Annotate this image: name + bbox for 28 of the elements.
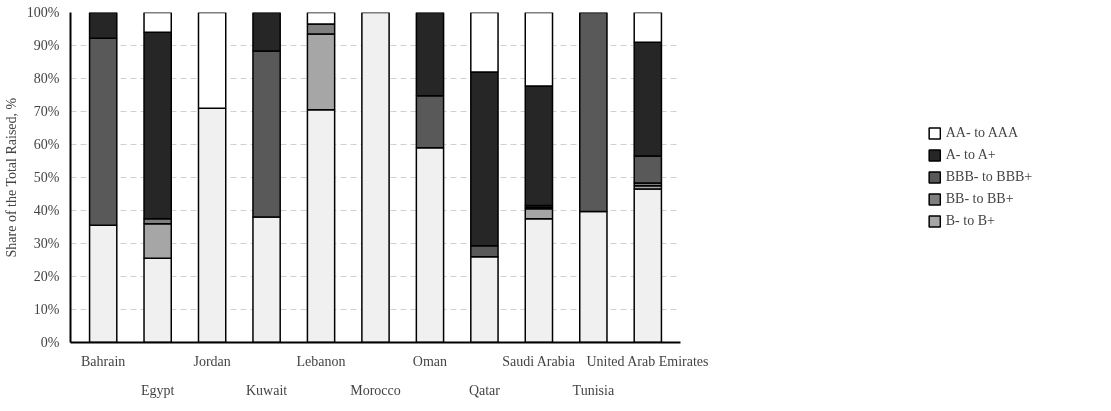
legend-label: A- to A+ [945, 147, 996, 163]
y-tick-label: 80% [33, 71, 60, 86]
x-tick-label: Saudi Arabia [502, 353, 576, 369]
y-tick-label: 30% [33, 236, 60, 251]
x-tick-label: Jordan [193, 353, 231, 369]
x-tick-label: Oman [412, 353, 448, 369]
y-tick-label: 70% [33, 104, 60, 119]
legend-label: BBB- to BBB+ [945, 169, 1033, 185]
y-axis-title: Share of the Total Raised, % [3, 97, 19, 258]
y-tick-label: 0% [40, 335, 60, 350]
y-tick-label: 50% [33, 170, 60, 185]
y-tick-label: 90% [33, 38, 60, 53]
y-tick-label: 40% [33, 203, 60, 218]
legend-label: AA- to AAA [945, 125, 1019, 141]
x-tick-label: Egypt [140, 382, 175, 398]
y-tick-label: 100% [26, 5, 60, 20]
x-tick-label: Lebanon [296, 353, 346, 369]
legend-label: BB- to BB+ [945, 191, 1014, 207]
x-tick-label: Kuwait [245, 382, 288, 398]
x-tick-label: Morocco [350, 382, 401, 398]
x-tick-label: Tunisia [572, 382, 615, 398]
legend-label: B- to B+ [945, 213, 995, 229]
y-tick-label: 20% [33, 269, 60, 284]
y-tick-label: 10% [33, 302, 60, 317]
x-tick-label: Bahrain [81, 353, 126, 369]
y-tick-label: 60% [33, 137, 60, 152]
x-tick-label: United Arab Emirates [586, 353, 709, 369]
x-tick-label: Qatar [468, 382, 501, 398]
